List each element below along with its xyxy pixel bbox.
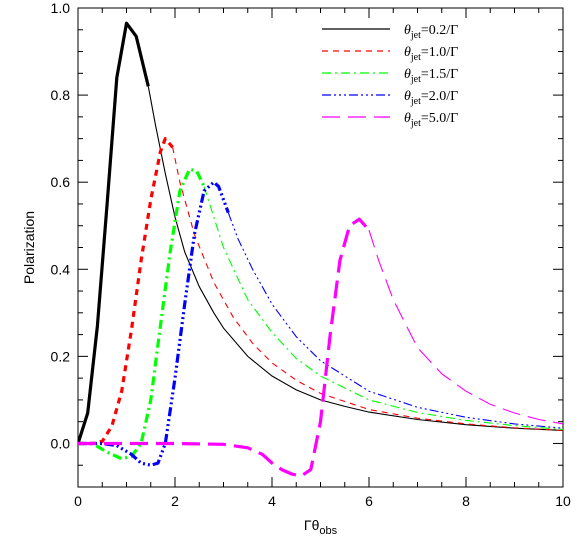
legend-label: θjet=0.2/Γ [404, 23, 458, 41]
x-tick-label: 10 [555, 493, 571, 509]
x-tick-label: 8 [462, 493, 470, 509]
axis-tick-labels: 0 2 4 6 8 10 0.0 0.2 0.4 0.6 0.8 1.0 [51, 0, 571, 509]
x-tick-label: 0 [74, 493, 82, 509]
series-line-thick [78, 137, 174, 446]
y-tick-label: 0.2 [51, 348, 71, 364]
y-tick-label: 1.0 [51, 0, 71, 16]
series-line-thick [78, 217, 371, 478]
x-tick-label: 2 [171, 493, 179, 509]
legend-label: θjet=1.0/Γ [404, 45, 458, 63]
axis-ticks [77, 7, 564, 488]
series-line-thin [147, 86, 563, 431]
y-tick-label: 0.6 [51, 174, 71, 190]
x-axis-label: Γθobs [304, 517, 338, 537]
x-tick-label: 4 [268, 493, 276, 509]
series-line-thick [78, 167, 206, 461]
series-layer [78, 21, 563, 478]
series-line-thin [172, 147, 563, 431]
x-tick-label: 6 [365, 493, 373, 509]
series-line-thin [227, 212, 563, 429]
series-line-thick [78, 21, 150, 444]
legend-label: θjet=2.0/Γ [404, 89, 458, 107]
legend-label: θjet=5.0/Γ [404, 111, 458, 129]
legend: θjet=0.2/Γ θjet=1.0/Γ θjet=1.5/Γ θjet=2.0/Γ… [322, 23, 458, 129]
legend-label: θjet=1.5/Γ [404, 67, 458, 85]
y-tick-label: 0.8 [51, 87, 71, 103]
y-axis-label: Polarization [21, 211, 37, 284]
series-line-thin [203, 186, 563, 431]
series-line-thick [78, 180, 230, 467]
series-line-thin [368, 229, 563, 425]
y-tick-label: 0.4 [51, 261, 71, 277]
y-tick-label: 0.0 [51, 435, 71, 451]
